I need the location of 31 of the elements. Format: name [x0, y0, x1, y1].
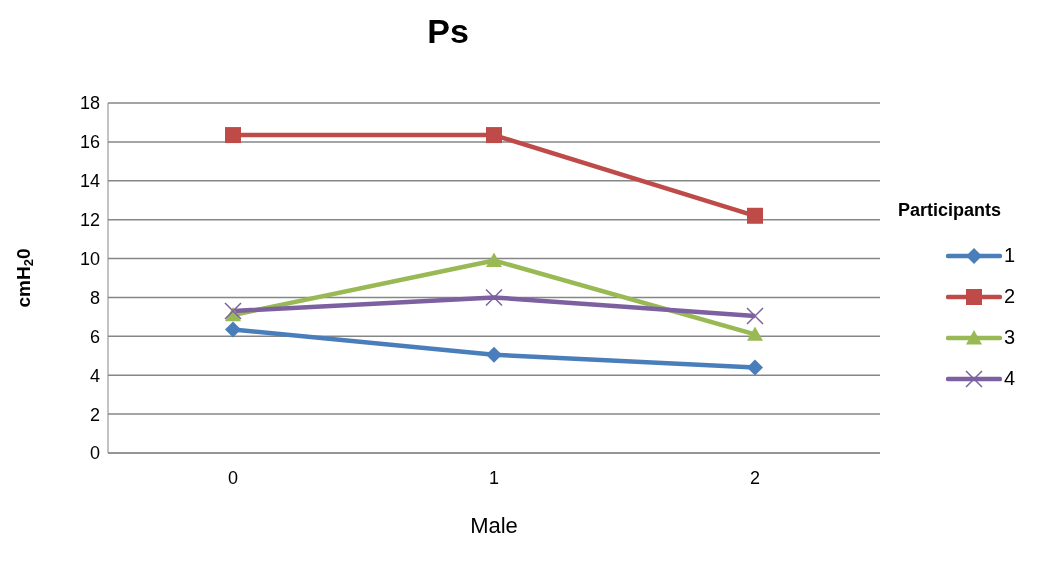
- y-tick-label: 2: [89, 404, 100, 425]
- x-tick-label: 2: [749, 467, 761, 488]
- chart-title: Ps: [426, 12, 470, 51]
- point: [486, 346, 502, 363]
- point: [225, 321, 241, 338]
- y-tick-label: 14: [79, 171, 100, 192]
- point: [747, 326, 763, 341]
- point: [485, 288, 503, 307]
- y-tick-label: 12: [79, 210, 100, 231]
- y-tick-label: 4: [89, 365, 100, 386]
- legend-label: 2: [1004, 285, 1016, 308]
- legend-label: 1: [1004, 244, 1016, 267]
- y-tick-label: 16: [79, 132, 100, 153]
- x-axis-title: Male: [470, 513, 518, 538]
- y-tick-label: 18: [79, 93, 100, 114]
- y-tick-label: 8: [89, 287, 100, 308]
- point: [486, 252, 502, 267]
- point: [747, 359, 763, 376]
- point: [746, 307, 764, 325]
- y-tick-label: 6: [89, 326, 100, 347]
- point: [225, 127, 241, 144]
- x-tick-label: 0: [227, 467, 239, 488]
- legend-title: Participants: [898, 200, 1003, 221]
- point: [486, 127, 502, 144]
- legend-label: 4: [1004, 367, 1016, 390]
- legend-label: 3: [1004, 326, 1016, 349]
- point: [747, 207, 763, 224]
- y-tick-label: 10: [79, 248, 100, 269]
- point: [224, 302, 242, 320]
- x-tick-label: 1: [488, 467, 500, 488]
- y-tick-label: 0: [89, 443, 100, 464]
